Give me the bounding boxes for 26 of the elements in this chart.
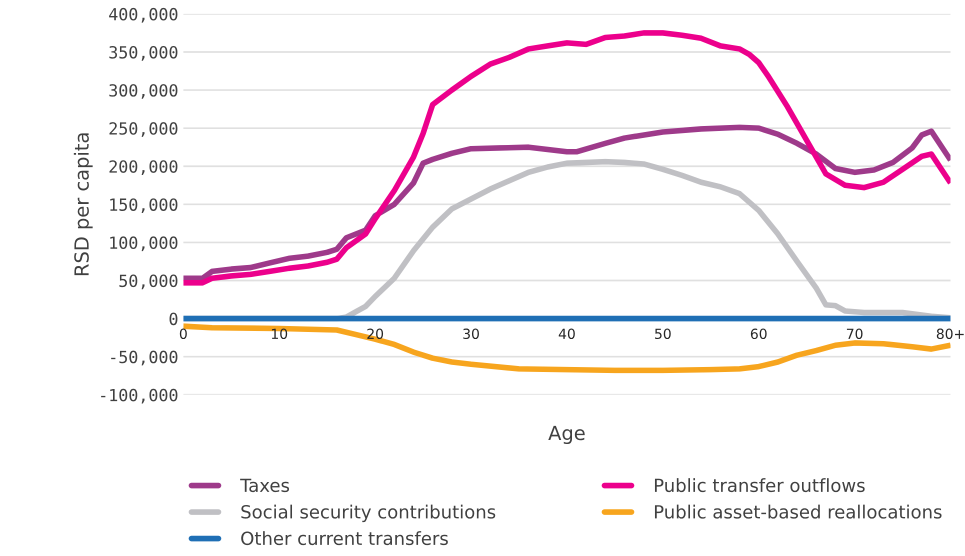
x-tick-label: 40 (558, 328, 575, 340)
y-tick-label: 100,000 (110, 236, 178, 252)
y-tick-label: -100,000 (101, 388, 178, 404)
x-tick-label: 50 (655, 328, 671, 340)
x-axis-title: Age (548, 426, 585, 444)
legend-label: Other current transfers (241, 531, 448, 546)
y-tick-label: 350,000 (109, 46, 178, 61)
y-tick-label: 400,000 (109, 8, 178, 23)
x-tick-label: 70 (846, 328, 863, 340)
y-tick-label: 300,000 (109, 84, 178, 99)
y-tick-label: 150,000 (110, 198, 178, 214)
legend-label: Public transfer outflows (654, 478, 865, 492)
y-axis-title: RSD per capita (74, 133, 93, 276)
x-tick-label: 0 (180, 328, 187, 340)
x-tick-label: 80+ (936, 328, 964, 340)
x-tick-label: 60 (750, 328, 767, 340)
y-tick-label: 0 (170, 312, 178, 326)
y-tick-label: 200,000 (109, 160, 178, 175)
legend-label: Social security contributions (241, 504, 496, 522)
legend-label: Taxes (240, 478, 290, 492)
x-tick-label: 10 (272, 328, 288, 340)
y-tick-label: 50,000 (119, 274, 178, 290)
y-tick-label: -50,000 (111, 350, 178, 366)
y-tick-label: 250,000 (109, 122, 178, 137)
x-tick-label: 30 (463, 328, 479, 340)
legend-label: Public asset-based reallocations (654, 504, 942, 519)
